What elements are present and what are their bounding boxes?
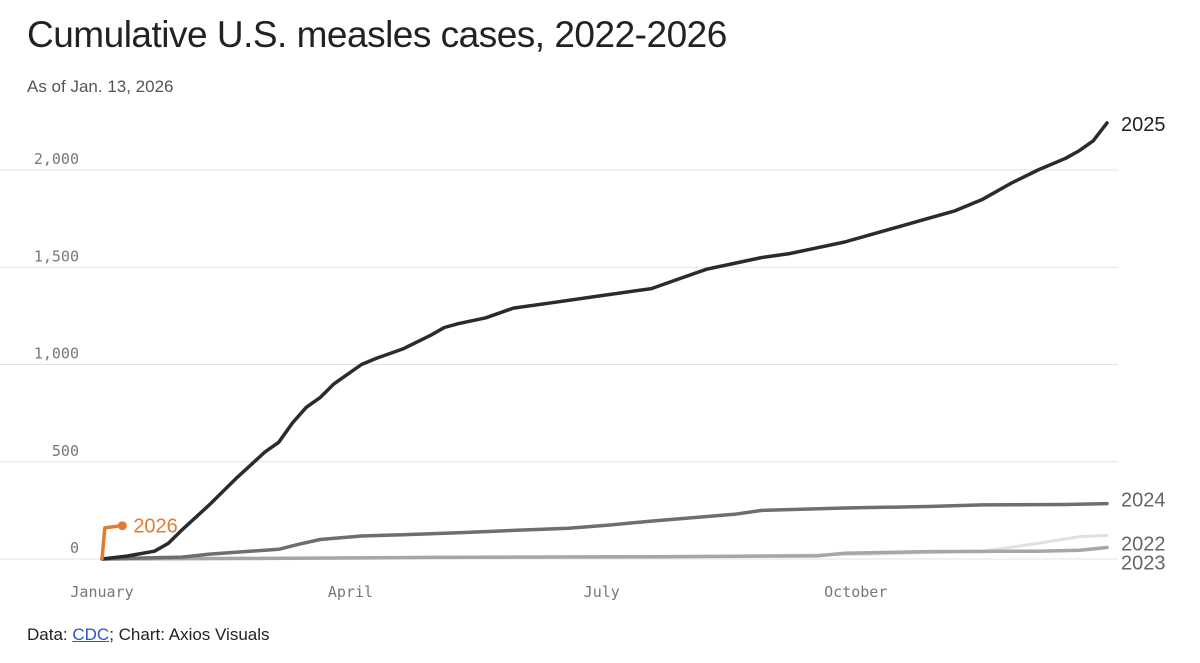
series-line-2026 bbox=[100, 523, 124, 561]
x-tick-label: July bbox=[584, 583, 620, 601]
series-line-2024 bbox=[100, 501, 1109, 561]
series-end-dot-2026 bbox=[117, 521, 127, 531]
source-footer: Data: CDC; Chart: Axios Visuals bbox=[27, 625, 270, 645]
footer-credit: ; Chart: Axios Visuals bbox=[109, 625, 270, 644]
cdc-source-link[interactable]: CDC bbox=[72, 625, 110, 644]
series-label-2026: 2026 bbox=[133, 516, 178, 538]
y-tick-label: 1,500 bbox=[34, 247, 79, 265]
y-tick-label: 2,000 bbox=[34, 150, 79, 168]
x-tick-label: January bbox=[70, 583, 133, 601]
x-tick-label: April bbox=[328, 583, 373, 601]
series-line-2023 bbox=[100, 545, 1109, 561]
chart-subtitle: As of Jan. 13, 2026 bbox=[27, 77, 174, 96]
y-tick-label: 500 bbox=[52, 442, 79, 460]
footer-data-prefix: Data: bbox=[27, 625, 73, 644]
y-tick-label: 0 bbox=[70, 539, 79, 557]
series-label-2023: 2023 bbox=[1121, 553, 1166, 575]
x-tick-label: October bbox=[824, 583, 887, 601]
series-line-2025 bbox=[100, 121, 1109, 561]
y-tick-label: 1,000 bbox=[34, 345, 79, 363]
series-label-2024: 2024 bbox=[1121, 490, 1166, 512]
page-title: Cumulative U.S. measles cases, 2022-2026 bbox=[27, 14, 727, 55]
series-label-2025: 2025 bbox=[1121, 114, 1166, 136]
series-label-2022: 2022 bbox=[1121, 533, 1166, 555]
